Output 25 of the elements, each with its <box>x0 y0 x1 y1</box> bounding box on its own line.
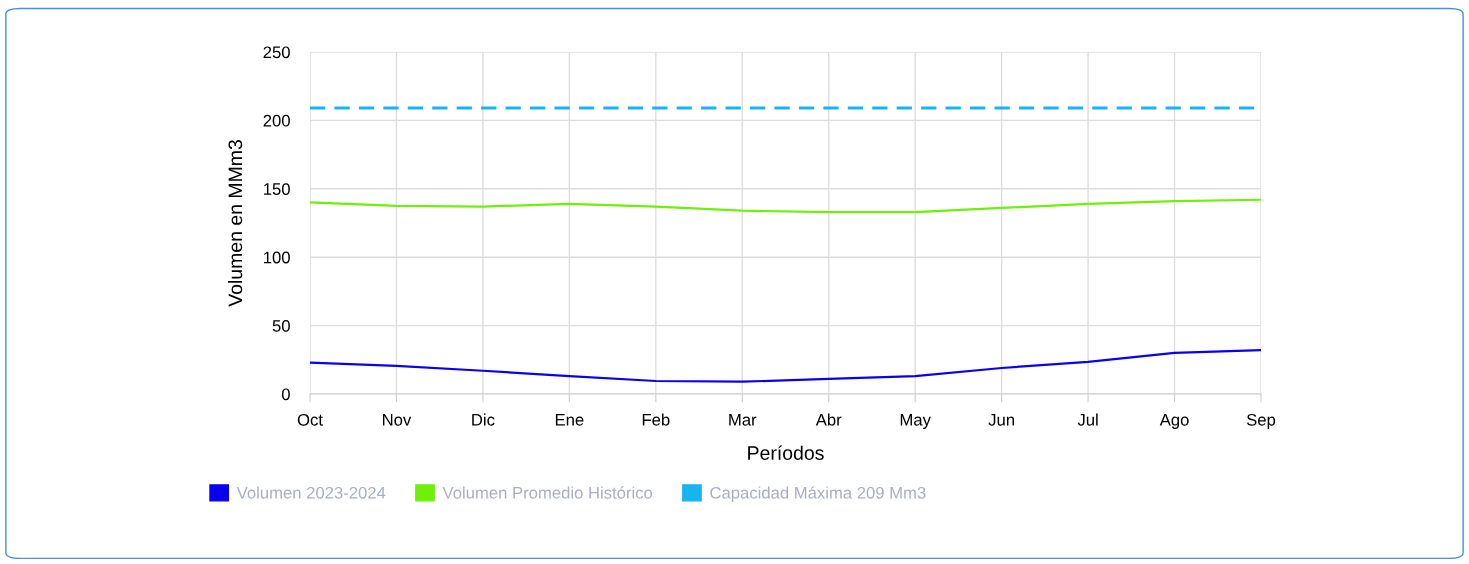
x-tick-label: Sep <box>1246 413 1276 429</box>
x-tick-label: Feb <box>642 413 670 426</box>
x-tick-label: Nov <box>383 414 412 426</box>
x-tick-label: Dic <box>472 413 495 426</box>
x-tick-label: Ene <box>555 414 584 426</box>
legend-label: Volumen Promedio Histórico <box>442 486 653 499</box>
line-series <box>310 349 1261 383</box>
x-tick-label: Ago <box>1159 414 1189 429</box>
y-tick-label: 250 <box>263 46 290 59</box>
line-series <box>310 198 1261 214</box>
x-tick-label: Oct <box>297 413 323 426</box>
legend-label: Capacidad Máxima 209 Mm3 <box>710 486 926 502</box>
x-axis-title: Períodos <box>748 445 824 460</box>
y-tick-label: 200 <box>263 114 290 127</box>
y-tick-label: 0 <box>281 388 290 401</box>
x-tick-label: Mar <box>729 414 757 426</box>
y-tick-label: 150 <box>264 183 290 195</box>
x-tick-label: Abr <box>815 413 842 426</box>
y-tick-label: 50 <box>272 320 290 332</box>
x-tick-label: May <box>900 414 931 429</box>
y-axis-title: Volumen en MMm3 <box>227 140 243 307</box>
y-tick-label: 100 <box>264 251 290 264</box>
legend-label: Volumen 2023-2024 <box>236 486 386 499</box>
x-tick-label: Jun <box>988 414 1014 426</box>
x-tick-label: Jul <box>1077 413 1098 426</box>
